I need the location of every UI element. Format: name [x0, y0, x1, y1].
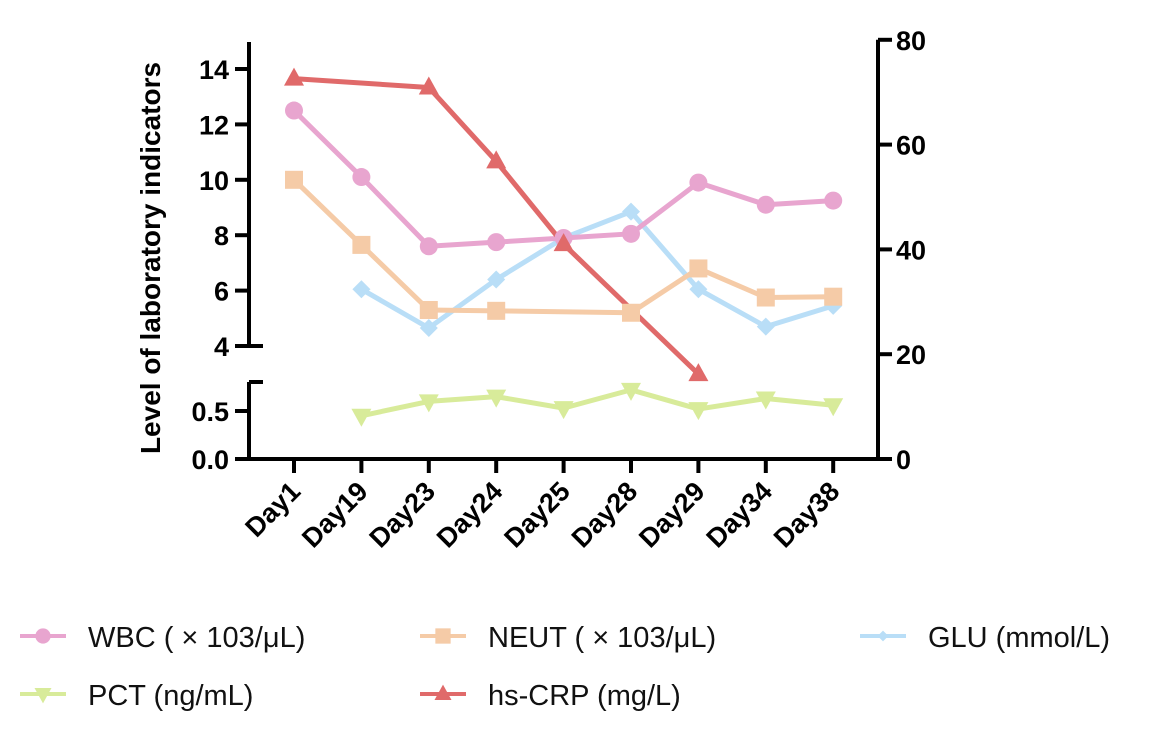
x-tick-labels: Day1Day19Day23Day24Day25Day28Day29Day34D…: [239, 476, 845, 553]
left-tick-label: 4: [214, 332, 229, 362]
data-point: [487, 270, 506, 289]
left-tick-label: 6: [214, 277, 229, 307]
legend-label: WBC ( × 103/μL): [88, 622, 305, 654]
x-tick-label: Day19: [296, 476, 373, 553]
series-markers: [284, 67, 844, 427]
legend-item: hs-CRP (mg/L): [420, 680, 681, 712]
data-point: [824, 287, 843, 306]
data-point: [823, 398, 844, 417]
legend-label: GLU (mmol/L): [928, 622, 1110, 654]
legend-marker: [35, 628, 51, 644]
legend-item: NEUT ( × 103/μL): [420, 622, 716, 654]
legend-marker: [877, 630, 889, 642]
data-point: [688, 402, 709, 421]
x-tick-label: Day28: [566, 476, 643, 553]
legend-marker: [434, 684, 452, 700]
left-tick-label: 14: [199, 55, 229, 85]
right-tick-label: 80: [896, 26, 926, 56]
data-point: [824, 191, 843, 210]
right-tick-label: 40: [896, 235, 926, 265]
legend-item: GLU (mmol/L): [860, 622, 1110, 654]
data-point: [351, 408, 372, 427]
data-point: [486, 150, 507, 169]
legend-marker: [435, 628, 451, 644]
data-point: [285, 101, 303, 120]
x-tick-label: Day24: [431, 476, 508, 553]
data-point: [689, 280, 708, 299]
series-line-0: [292, 108, 834, 249]
data-point: [486, 389, 507, 408]
data-point: [755, 391, 776, 410]
data-point: [756, 288, 775, 307]
data-point: [418, 394, 439, 413]
series-line-3: [360, 387, 834, 419]
data-point: [622, 224, 640, 243]
legend-item: WBC ( × 103/μL): [20, 622, 305, 654]
x-tick-label: Day23: [364, 476, 441, 553]
legend-label: NEUT ( × 103/μL): [488, 622, 716, 654]
data-point: [419, 318, 438, 337]
x-tick-label: Day25: [498, 476, 575, 553]
data-point: [419, 237, 438, 256]
right-tick-label: 60: [896, 131, 926, 161]
x-tick-label: Day38: [768, 476, 845, 553]
data-point: [352, 168, 371, 187]
x-tick-label: Day29: [633, 476, 710, 553]
left-tick-label: 0.5: [191, 397, 229, 427]
data-point: [418, 76, 439, 95]
legend-label: PCT (ng/mL): [88, 680, 253, 712]
data-point: [756, 195, 775, 214]
data-point: [622, 202, 640, 221]
right-tick-label: 0: [896, 445, 911, 475]
right-tick-label: 20: [896, 340, 926, 370]
left-tick-label: 12: [199, 110, 229, 140]
data-point: [419, 300, 438, 319]
series-line-1: [292, 178, 834, 316]
legend-item: PCT (ng/mL): [20, 680, 253, 712]
legend-label: hs-CRP (mg/L): [488, 680, 681, 712]
legend-marker: [34, 688, 52, 704]
data-point: [688, 363, 709, 382]
data-point: [553, 233, 574, 252]
data-point: [621, 382, 641, 401]
data-point: [352, 280, 371, 299]
x-tick-label: Day34: [701, 476, 778, 553]
series-line-2: [360, 209, 834, 331]
data-point: [689, 173, 708, 192]
axes: 4 6 8 10 12 14 0.0 0.5 0 20 40 60 80 Level of laborat…: [135, 26, 926, 475]
left-tick-label: 10: [199, 166, 229, 196]
left-tick-label: 0.0: [191, 445, 229, 475]
data-point: [352, 235, 371, 254]
y-axis-title: Level of laboratory indicators: [135, 62, 166, 454]
legend: WBC ( × 103/μL) NEUT ( × 103/μL) GLU (mmol…: [20, 622, 1110, 712]
data-point: [487, 233, 506, 252]
data-point: [285, 170, 303, 189]
left-tick-label: 8: [214, 221, 229, 251]
data-point: [284, 67, 304, 86]
data-point: [756, 317, 775, 336]
data-point: [689, 259, 708, 278]
data-point: [553, 401, 574, 420]
data-point: [487, 301, 506, 320]
data-point: [622, 303, 640, 322]
